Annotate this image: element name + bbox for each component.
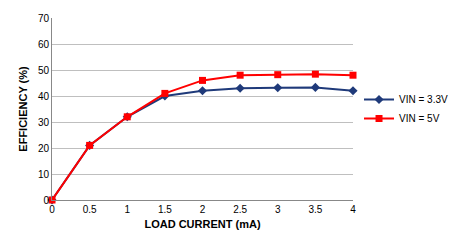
svg-text:0.5: 0.5 — [83, 204, 97, 215]
svg-text:EFFICIENCY (%): EFFICIENCY (%) — [17, 66, 29, 152]
svg-text:60: 60 — [38, 39, 50, 50]
svg-text:0: 0 — [49, 204, 55, 215]
svg-text:70: 70 — [38, 13, 50, 24]
svg-text:2.5: 2.5 — [233, 204, 247, 215]
svg-text:50: 50 — [38, 65, 50, 76]
svg-text:1.5: 1.5 — [158, 204, 172, 215]
svg-text:1: 1 — [124, 204, 130, 215]
svg-text:40: 40 — [38, 91, 50, 102]
svg-text:4: 4 — [350, 204, 356, 215]
svg-text:3.5: 3.5 — [308, 204, 322, 215]
svg-text:20: 20 — [38, 143, 50, 154]
svg-text:10: 10 — [38, 169, 50, 180]
svg-text:VIN = 5V: VIN = 5V — [399, 113, 440, 124]
svg-text:0: 0 — [43, 195, 49, 206]
svg-text:3: 3 — [275, 204, 281, 215]
svg-text:LOAD CURRENT (mA): LOAD CURRENT (mA) — [144, 218, 260, 230]
svg-text:2: 2 — [200, 204, 206, 215]
svg-text:VIN = 3.3V: VIN = 3.3V — [399, 94, 448, 105]
svg-text:30: 30 — [38, 117, 50, 128]
